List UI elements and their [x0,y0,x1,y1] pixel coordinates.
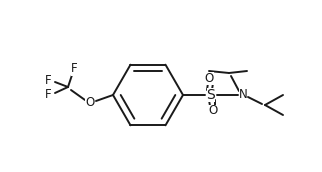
Text: N: N [239,89,247,101]
Text: O: O [208,105,218,117]
Text: O: O [85,96,95,110]
Text: F: F [45,74,51,88]
Text: S: S [207,88,215,102]
Text: F: F [45,89,51,101]
Text: O: O [204,72,213,84]
Text: F: F [71,62,77,76]
